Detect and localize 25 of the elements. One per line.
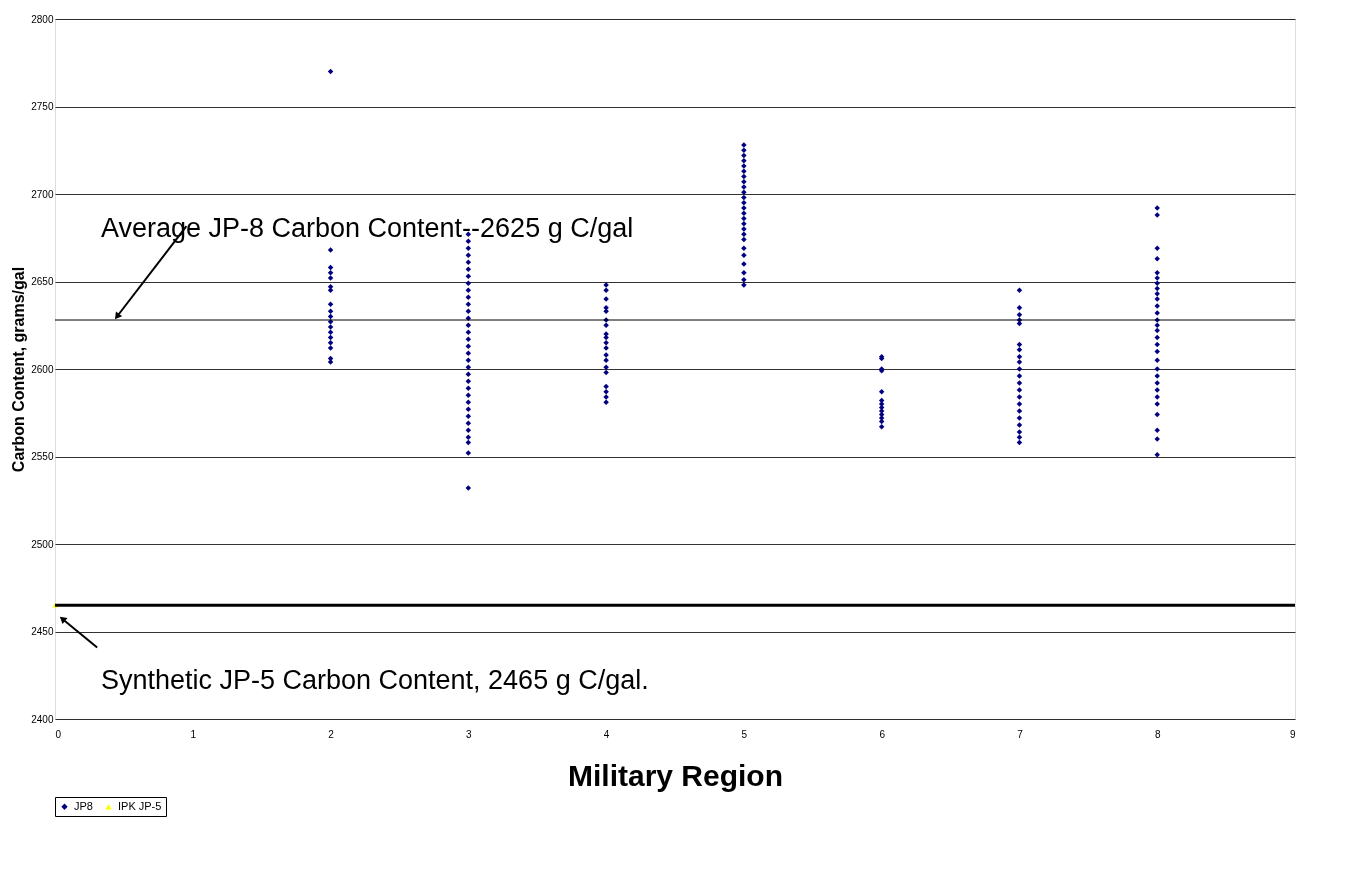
y-tick-label: 2500 (31, 538, 54, 550)
legend-label: JP8 (74, 799, 93, 812)
ref-line-label: Average JP-8 Carbon Content--2625 g C/gal (100, 213, 634, 243)
y-tick-label: 2550 (31, 451, 54, 462)
x-axis-title: Military Region (567, 758, 784, 792)
x-tick-label: 3 (466, 728, 473, 740)
ref-line-label: Synthetic JP-5 Carbon Content, 2465 g C/gal. (100, 664, 649, 695)
y-tick-label: 2700 (31, 188, 54, 200)
x-tick-label: 2 (328, 728, 335, 740)
y-axis-title: Carbon Content, grams/gal (10, 266, 28, 473)
x-tick-label: 6 (879, 728, 886, 740)
y-tick-label: 2450 (31, 626, 54, 637)
y-tick-label: 2800 (31, 13, 54, 25)
x-tick-label: 4 (603, 728, 610, 740)
legend-label: IPK JP-5 (118, 799, 162, 812)
y-tick-label: 2650 (31, 276, 54, 287)
x-tick-label: 8 (1154, 728, 1161, 740)
x-tick-label: 0 (55, 728, 62, 740)
x-tick-label: 9 (1289, 728, 1296, 740)
x-tick-label: 5 (741, 728, 748, 740)
x-tick-label: 7 (1017, 728, 1024, 740)
y-tick-label: 2600 (31, 363, 54, 375)
y-tick-label: 2750 (31, 101, 54, 112)
x-tick-label: 1 (190, 728, 197, 740)
y-tick-label: 2400 (31, 713, 54, 725)
